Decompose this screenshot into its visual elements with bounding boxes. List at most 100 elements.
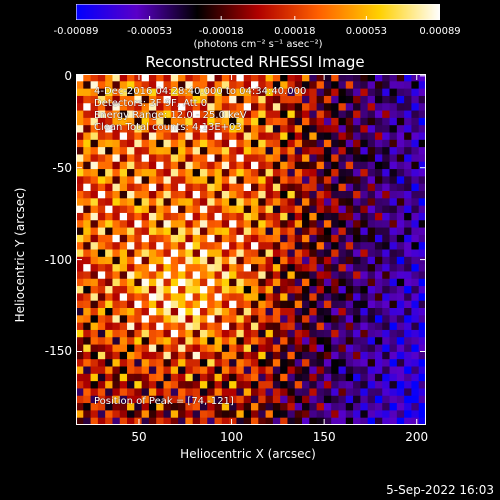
heatmap-cell xyxy=(97,161,106,170)
heatmap-cell xyxy=(323,191,332,199)
heatmap-cell xyxy=(374,337,383,345)
heatmap-cell xyxy=(411,125,420,133)
heatmap-cell xyxy=(148,212,157,221)
heatmap-cell xyxy=(127,176,135,185)
heatmap-cell xyxy=(214,322,223,331)
heatmap-cell xyxy=(243,176,252,185)
heatmap-cell xyxy=(141,249,150,258)
heatmap-cell xyxy=(294,329,303,338)
heatmap-cell xyxy=(396,315,405,324)
heatmap-cell xyxy=(360,388,369,397)
heatmap-cell xyxy=(258,271,266,280)
heatmap-cell xyxy=(338,147,347,155)
heatmap-cell xyxy=(243,227,252,236)
heatmap-cell xyxy=(287,110,296,119)
heatmap-cell xyxy=(112,147,121,155)
heatmap-cell xyxy=(396,271,405,280)
heatmap-cell xyxy=(163,403,172,411)
heatmap-cell xyxy=(345,359,354,367)
heatmap-cell xyxy=(309,88,318,97)
heatmap-cell xyxy=(382,169,390,177)
heatmap-cell xyxy=(178,103,186,111)
heatmap-cell xyxy=(287,117,296,126)
heatmap-cell xyxy=(389,322,398,331)
heatmap-cell xyxy=(316,154,325,163)
heatmap-cell xyxy=(207,308,215,316)
heatmap-cell xyxy=(141,264,150,272)
heatmap-cell xyxy=(127,351,135,360)
heatmap-cell xyxy=(207,315,215,324)
heatmap-cell xyxy=(404,329,412,338)
heatmap-cell xyxy=(156,95,164,104)
heatmap-cell xyxy=(389,388,398,397)
heatmap-cell xyxy=(119,88,128,97)
heatmap-cell xyxy=(127,154,135,163)
heatmap-cell xyxy=(97,154,106,163)
heatmap-cell xyxy=(236,366,245,375)
heatmap-cell xyxy=(382,329,390,338)
heatmap-cell xyxy=(170,242,179,250)
colorbar-gradient xyxy=(76,4,440,20)
heatmap-cell xyxy=(294,351,303,360)
heatmap-cell xyxy=(374,88,383,97)
heatmap-cell xyxy=(280,234,288,243)
heatmap-cell xyxy=(76,395,84,404)
heatmap-cell xyxy=(287,88,296,97)
heatmap-cell xyxy=(90,205,99,214)
heatmap-cell xyxy=(243,205,252,214)
heatmap-cell xyxy=(309,103,318,111)
heatmap-cell xyxy=(134,315,143,324)
heatmap-cell xyxy=(360,395,369,404)
heatmap-cell xyxy=(374,315,383,324)
heatmap-cell xyxy=(374,249,383,258)
heatmap-cell xyxy=(97,256,106,265)
heatmap-cell xyxy=(396,388,405,397)
heatmap-cell xyxy=(338,373,347,382)
heatmap-cell xyxy=(207,183,215,192)
heatmap-cell xyxy=(83,198,91,207)
heatmap-cell xyxy=(199,147,208,155)
heatmap-cell xyxy=(170,322,179,331)
heatmap-cell xyxy=(345,286,354,294)
heatmap-cell xyxy=(119,147,128,155)
heatmap-cell xyxy=(302,286,310,294)
heatmap-cell xyxy=(411,132,420,141)
heatmap-cell xyxy=(192,271,201,280)
heatmap-cell xyxy=(90,308,99,316)
heatmap-cell xyxy=(251,300,259,309)
heatmap-cell xyxy=(134,220,143,228)
heatmap-cell xyxy=(309,220,318,228)
heatmap-cell xyxy=(229,403,237,411)
heatmap-cell xyxy=(374,139,383,148)
heatmap-cell xyxy=(90,410,99,419)
heatmap-cell xyxy=(280,417,288,425)
heatmap-cell xyxy=(156,256,164,265)
heatmap-cell xyxy=(141,205,150,214)
heatmap-cell xyxy=(309,329,318,338)
heatmap-cell xyxy=(396,300,405,309)
heatmap-cell xyxy=(367,176,376,185)
heatmap-cell xyxy=(338,351,347,360)
colorbar-tick-label: 0.00018 xyxy=(274,26,316,37)
heatmap-cell xyxy=(294,103,303,111)
heatmap-cell xyxy=(374,154,383,163)
heatmap-cell xyxy=(302,381,310,389)
heatmap-cell xyxy=(207,351,215,360)
heatmap-cell xyxy=(178,395,186,404)
heatmap-cell xyxy=(127,344,135,353)
heatmap-cell xyxy=(141,344,150,353)
heatmap-cell xyxy=(134,147,143,155)
heatmap-cell xyxy=(411,220,420,228)
heatmap-cell xyxy=(367,308,376,316)
heatmap-cell xyxy=(163,234,172,243)
heatmap-cell xyxy=(236,220,245,228)
heatmap-cell xyxy=(134,322,143,331)
heatmap-cell xyxy=(105,132,113,141)
heatmap-cell xyxy=(229,234,237,243)
heatmap-cell xyxy=(90,395,99,404)
heatmap-cell xyxy=(418,95,426,104)
heatmap-cell xyxy=(411,234,420,243)
heatmap-cell xyxy=(76,271,84,280)
heatmap-cell xyxy=(112,161,121,170)
heatmap-cell xyxy=(367,344,376,353)
